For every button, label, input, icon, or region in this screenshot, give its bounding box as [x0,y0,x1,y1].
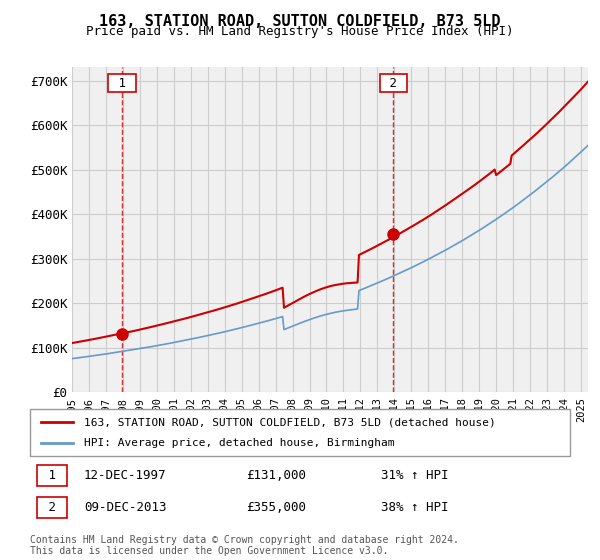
Text: 2: 2 [41,501,64,514]
Text: 09-DEC-2013: 09-DEC-2013 [84,501,167,514]
Text: £355,000: £355,000 [246,501,306,514]
Text: 163, STATION ROAD, SUTTON COLDFIELD, B73 5LD (detached house): 163, STATION ROAD, SUTTON COLDFIELD, B73… [84,417,496,427]
Text: 1: 1 [111,77,133,90]
Text: 163, STATION ROAD, SUTTON COLDFIELD, B73 5LD: 163, STATION ROAD, SUTTON COLDFIELD, B73… [99,14,501,29]
Text: Price paid vs. HM Land Registry's House Price Index (HPI): Price paid vs. HM Land Registry's House … [86,25,514,38]
Text: £131,000: £131,000 [246,469,306,482]
FancyBboxPatch shape [30,409,570,456]
Text: 31% ↑ HPI: 31% ↑ HPI [381,469,449,482]
Text: HPI: Average price, detached house, Birmingham: HPI: Average price, detached house, Birm… [84,438,395,448]
Text: Contains HM Land Registry data © Crown copyright and database right 2024.
This d: Contains HM Land Registry data © Crown c… [30,535,459,557]
Text: 1: 1 [41,469,64,482]
Text: 2: 2 [382,77,404,90]
Text: 38% ↑ HPI: 38% ↑ HPI [381,501,449,514]
Text: 12-DEC-1997: 12-DEC-1997 [84,469,167,482]
